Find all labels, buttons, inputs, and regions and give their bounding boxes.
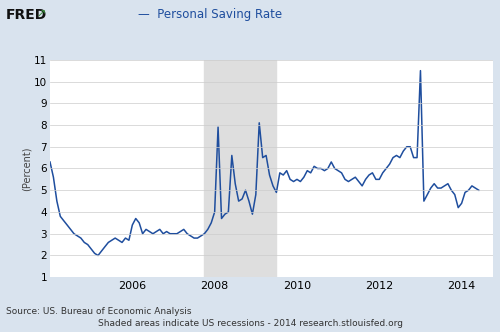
Text: Shaded areas indicate US recessions - 2014 research.stlouisfed.org: Shaded areas indicate US recessions - 20… xyxy=(98,319,403,328)
Bar xyxy=(204,60,277,277)
Text: ↗: ↗ xyxy=(36,9,46,19)
Text: Source: US. Bureau of Economic Analysis: Source: US. Bureau of Economic Analysis xyxy=(6,307,192,316)
Text: FRED: FRED xyxy=(6,8,47,22)
Text: —  Personal Saving Rate: — Personal Saving Rate xyxy=(138,8,282,21)
Y-axis label: (Percent): (Percent) xyxy=(21,146,31,191)
